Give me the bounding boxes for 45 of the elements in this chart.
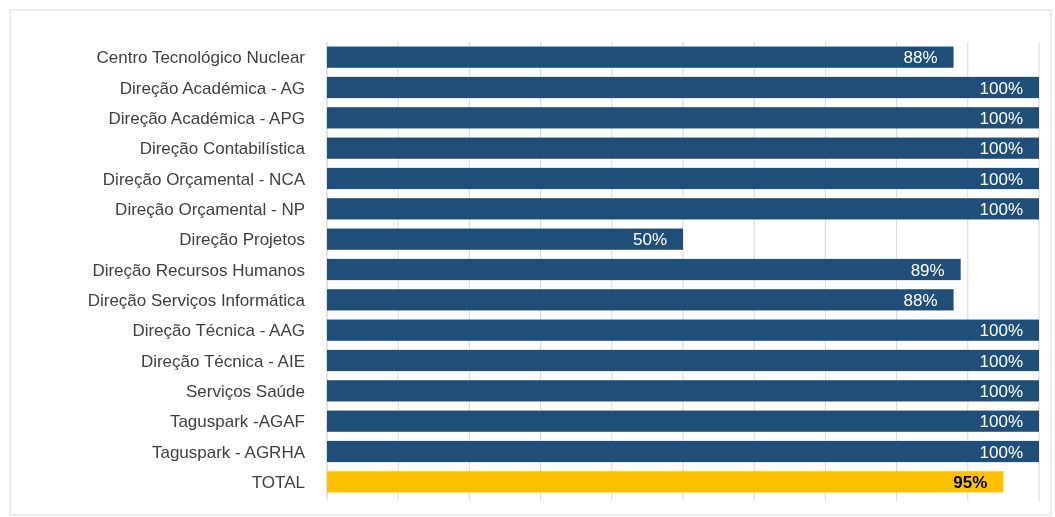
- y-tick-label: Direção Serviços Informática: [87, 290, 306, 310]
- y-tick-label: Direção Orçamental - NCA: [102, 169, 306, 189]
- data-label: 100%: [979, 321, 1023, 341]
- data-label: 100%: [979, 78, 1023, 98]
- data-label: 100%: [979, 199, 1023, 219]
- data-label: 50%: [632, 230, 667, 250]
- bar: [327, 440, 1039, 463]
- y-tick-label: Direção Técnica - AIE: [140, 351, 305, 371]
- data-label: 100%: [979, 139, 1023, 159]
- bar: [327, 107, 1039, 129]
- y-tick-label: Centro Tecnológico Nuclear: [96, 48, 306, 68]
- bar: [327, 228, 683, 250]
- bar: [327, 319, 1039, 341]
- data-label: 100%: [979, 442, 1023, 462]
- data-label: 100%: [979, 381, 1023, 401]
- y-tick-label: Taguspark - AGRHA: [151, 442, 306, 462]
- bar: [327, 471, 1004, 493]
- y-tick-label: TOTAL: [251, 472, 305, 492]
- bar: [327, 46, 954, 68]
- y-tick-label: Direção Académica - AG: [119, 78, 305, 98]
- data-label: 88%: [903, 290, 938, 310]
- bar: [327, 137, 1039, 159]
- data-label: 88%: [903, 48, 938, 68]
- data-label: 89%: [910, 260, 945, 280]
- bar: [327, 167, 1039, 190]
- bar: [327, 198, 1039, 220]
- bar: [327, 76, 1039, 99]
- data-label: 100%: [979, 351, 1023, 371]
- bar: [327, 349, 1039, 372]
- data-label: 100%: [979, 108, 1023, 128]
- data-label: 100%: [979, 412, 1023, 432]
- bar: [327, 380, 1039, 402]
- bar: [327, 289, 954, 311]
- bar: [327, 258, 961, 281]
- y-tick-label: Direção Recursos Humanos: [92, 260, 305, 280]
- y-tick-label: Direção Académica - APG: [108, 108, 305, 128]
- y-tick-label: Serviços Saúde: [185, 381, 305, 401]
- data-label: 100%: [979, 169, 1023, 189]
- y-tick-label: Direção Orçamental - NP: [115, 199, 305, 219]
- y-tick-label: Direção Técnica - AAG: [132, 321, 305, 341]
- y-tick-label: Direção Contabilística: [139, 139, 306, 159]
- bar: [327, 410, 1039, 432]
- data-label: 95%: [953, 472, 988, 492]
- y-tick-label: Direção Projetos: [179, 230, 305, 250]
- y-tick-label: Taguspark -AGAF: [169, 412, 305, 432]
